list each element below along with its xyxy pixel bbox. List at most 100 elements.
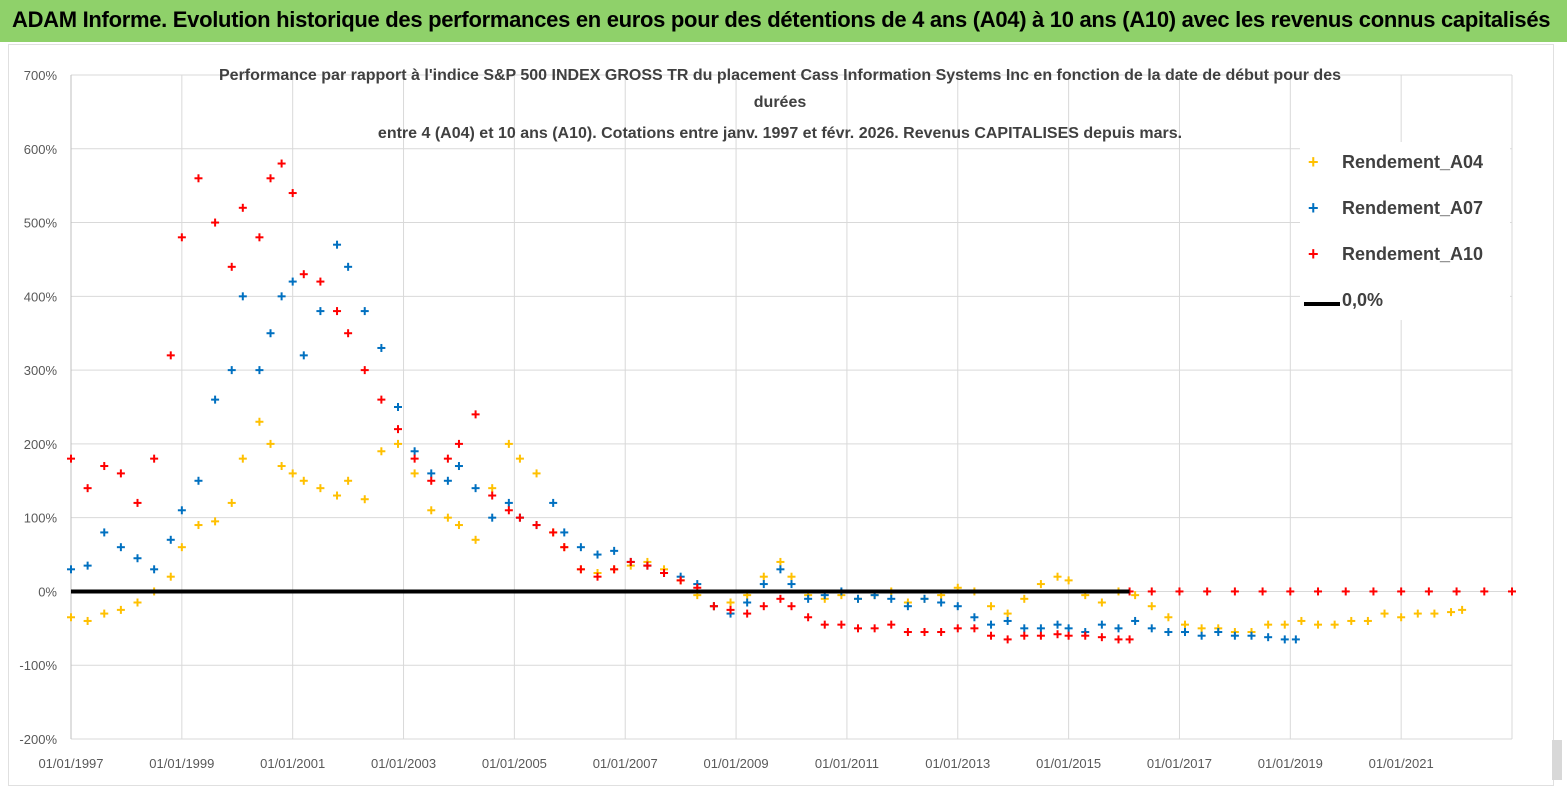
y-tick-label: 600% [24, 142, 58, 157]
data-point [1397, 613, 1406, 622]
data-point [1197, 631, 1206, 640]
data-point [804, 613, 813, 622]
data-point [316, 307, 325, 316]
data-point [1347, 616, 1356, 625]
data-point [333, 491, 342, 500]
x-tick-label: 01/01/1997 [38, 756, 103, 771]
data-point [488, 484, 497, 493]
data-point [643, 561, 652, 570]
data-point [1175, 587, 1184, 596]
data-point [743, 598, 752, 607]
line-marker-icon [1304, 302, 1340, 306]
y-tick-label: 500% [24, 216, 58, 231]
data-point [759, 572, 768, 581]
data-point [515, 513, 524, 522]
data-point [1330, 620, 1339, 629]
data-point [1020, 624, 1029, 633]
data-point [333, 240, 342, 249]
resize-handle[interactable] [1552, 740, 1562, 780]
data-points [67, 159, 1516, 644]
data-point [238, 203, 247, 212]
data-point [970, 624, 979, 633]
data-point [194, 174, 203, 183]
chart-title-line-2: durées [753, 94, 807, 111]
data-point [970, 613, 979, 622]
data-point [427, 476, 436, 485]
data-point [1203, 587, 1212, 596]
data-point [1413, 609, 1422, 618]
data-point [804, 594, 813, 603]
data-point [1064, 631, 1073, 640]
data-point [1020, 594, 1029, 603]
data-point [1264, 620, 1273, 629]
data-point [759, 602, 768, 611]
x-tick-labels: 01/01/1997 01/01/1999 01/01/2001 01/01/2003… [38, 756, 1433, 771]
data-point [1280, 635, 1289, 644]
data-point [1125, 635, 1134, 644]
data-point [759, 580, 768, 589]
y-tick-label: 300% [24, 363, 58, 378]
data-point [344, 476, 353, 485]
data-point [1480, 587, 1489, 596]
data-point [299, 476, 308, 485]
data-point [504, 439, 513, 448]
data-point [427, 469, 436, 478]
data-point [288, 469, 297, 478]
data-point [1164, 613, 1173, 622]
data-point [1314, 587, 1323, 596]
data-point [937, 598, 946, 607]
data-point [709, 602, 718, 611]
data-point [504, 498, 513, 507]
legend-label: 0,0% [1342, 290, 1384, 310]
data-point [1131, 616, 1140, 625]
data-point [1424, 587, 1433, 596]
data-point [454, 439, 463, 448]
data-point [1147, 624, 1156, 633]
data-point [1230, 587, 1239, 596]
data-point [1197, 624, 1206, 633]
data-point [277, 462, 286, 471]
legend-label: Rendement_A04 [1342, 152, 1484, 172]
data-point [166, 572, 175, 581]
data-point [83, 561, 92, 570]
data-point [726, 605, 735, 614]
data-point [277, 159, 286, 168]
data-point [194, 476, 203, 485]
data-point [1341, 587, 1350, 596]
data-point [83, 484, 92, 493]
data-point [393, 425, 402, 434]
data-point [1214, 628, 1223, 637]
data-point [377, 447, 386, 456]
data-point [676, 576, 685, 585]
data-point [1036, 631, 1045, 640]
x-tick-label: 01/01/2015 [1036, 756, 1101, 771]
data-point [377, 343, 386, 352]
data-point [133, 554, 142, 563]
data-point [1297, 616, 1306, 625]
data-point [1181, 620, 1190, 629]
data-point [344, 262, 353, 271]
legend-item-a04: + Rendement_A04 [1300, 150, 1510, 180]
data-point [100, 609, 109, 618]
data-point [1369, 587, 1378, 596]
data-point [116, 605, 125, 614]
data-point [549, 498, 558, 507]
y-tick-labels: 700% 600% 500% 400% 300% 200% 100% 0% -100% -200% [19, 68, 57, 747]
data-point [166, 535, 175, 544]
legend-label: Rendement_A07 [1342, 198, 1484, 218]
data-point [238, 292, 247, 301]
legend-item-a07: + Rendement_A07 [1300, 196, 1510, 226]
x-tick-label: 01/01/2017 [1147, 756, 1212, 771]
data-point [1053, 630, 1062, 639]
data-point [870, 624, 879, 633]
y-tick-label: 700% [24, 68, 58, 83]
data-point [266, 329, 275, 338]
x-tick-label: 01/01/2019 [1258, 756, 1323, 771]
data-point [83, 616, 92, 625]
data-point [1380, 609, 1389, 618]
data-point [987, 602, 996, 611]
data-point [776, 565, 785, 574]
data-point [194, 521, 203, 530]
data-point [1181, 628, 1190, 637]
